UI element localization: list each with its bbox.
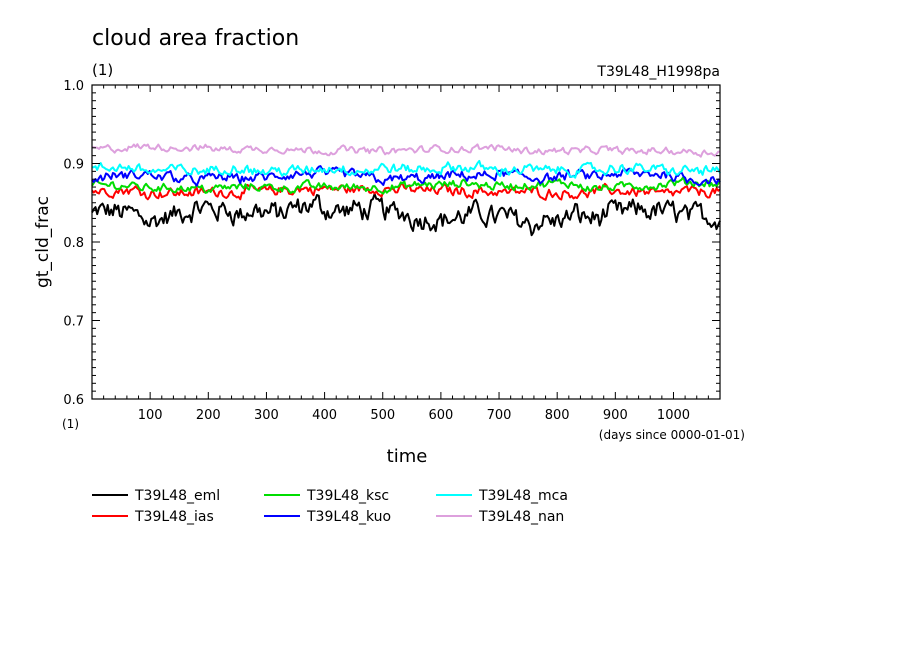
series-line-t39l48-mca	[92, 159, 721, 179]
x-tick-label: 500	[370, 408, 395, 423]
legend-item: T39L48_ias	[92, 509, 214, 525]
y-tick-label: 0.9	[63, 158, 84, 173]
plot-frame	[91, 84, 721, 400]
x-tick-label: 900	[603, 408, 628, 423]
legend-item: T39L48_nan	[436, 509, 564, 525]
legend: T39L48_eml T39L48_ias T39L48_ksc T39L48_kuo…	[92, 488, 568, 525]
series-line-t39l48-ias	[91, 182, 721, 201]
x-tick-label: 800	[545, 408, 570, 423]
chart-title: cloud area fraction	[92, 26, 299, 51]
x-tick-label: 600	[428, 408, 453, 423]
x-tick-label: 300	[254, 408, 279, 423]
legend-label: T39L48_ias	[134, 509, 214, 525]
legend-item: T39L48_eml	[92, 488, 220, 504]
x-tick-label: 700	[487, 408, 512, 423]
legend-item: T39L48_mca	[436, 488, 568, 504]
legend-label: T39L48_eml	[134, 488, 220, 504]
x-axis-units: (days since 0000-01-01)	[599, 428, 745, 442]
y-axis-units: (1)	[62, 417, 79, 431]
legend-label: T39L48_mca	[478, 488, 568, 504]
y-tick-label: 0.6	[63, 393, 84, 408]
series-line-t39l48-eml	[91, 192, 721, 237]
x-tick-label: 200	[196, 408, 221, 423]
legend-item: T39L48_kuo	[264, 509, 391, 525]
series-line-t39l48-nan	[91, 143, 721, 158]
y-tick-label: 1.0	[63, 79, 84, 94]
title-units: (1)	[92, 61, 113, 79]
x-tick-label: 400	[312, 408, 337, 423]
y-axis-label: gt_cld_frac	[33, 196, 53, 288]
legend-label: T39L48_kuo	[306, 509, 391, 525]
run-label: T39L48_H1998pa	[596, 64, 720, 80]
legend-label: T39L48_nan	[478, 509, 564, 525]
series-layer	[91, 143, 721, 237]
axes-layer: 100 200 300 400 500 600 700 800 900 1000 0.6 0.7 0.8…	[63, 79, 720, 423]
y-tick-label: 0.8	[63, 236, 84, 251]
y-tick-label: 0.7	[63, 315, 84, 330]
x-axis-label: time	[387, 446, 428, 467]
x-tick-label: 1000	[657, 408, 690, 423]
legend-label: T39L48_ksc	[306, 488, 389, 504]
legend-item: T39L48_ksc	[264, 488, 389, 504]
x-tick-label: 100	[138, 408, 163, 423]
